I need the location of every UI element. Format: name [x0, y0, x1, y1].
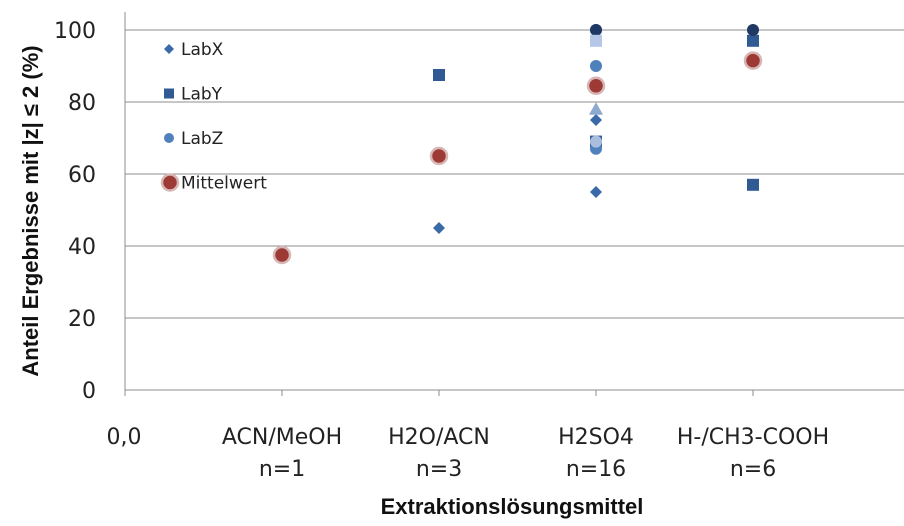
data-point [433, 222, 445, 234]
data-point [747, 34, 759, 47]
legend-marker [164, 88, 174, 99]
legend-label: LabY [181, 85, 223, 105]
axes [124, 12, 904, 396]
data-point [590, 60, 602, 72]
y-tick-labels: 0 20 40 60 80 100 [54, 19, 96, 404]
x-tick-sublabel: n=6 [730, 457, 776, 482]
legend-label: LabZ [181, 129, 223, 149]
x-tick-label: H-/CH3-COOH [677, 425, 829, 450]
legend-marker [160, 173, 180, 192]
data-point [743, 51, 763, 70]
x-tick-label: H2O/ACN [388, 425, 490, 450]
x-tick-label: ACN/MeOH [222, 425, 342, 450]
y-tick-label: 40 [68, 235, 96, 260]
data-point [272, 245, 292, 265]
data-point [590, 114, 602, 126]
data-points [272, 24, 763, 265]
data-point [747, 178, 759, 191]
y-axis-title: Anteil Ergebnisse mit |z| ≤ 2 (%) [18, 45, 43, 376]
x-axis-title: Extraktionslösungsmittel [381, 494, 644, 519]
legend-label: Mittelwert [181, 174, 267, 194]
y-tick-label: 100 [54, 19, 96, 44]
x-tick-sublabel: n=1 [259, 457, 305, 482]
x-tick-label: H2SO4 [558, 425, 634, 450]
y-tick-label: 80 [68, 91, 96, 116]
data-point [433, 69, 445, 81]
data-point [590, 186, 602, 198]
data-point [429, 146, 449, 166]
legend: LabX LabY LabZ Mittelwert [160, 40, 267, 194]
data-point [589, 102, 603, 115]
data-point [586, 76, 606, 96]
y-tick-label: 60 [68, 163, 96, 188]
data-point [747, 24, 759, 36]
data-point [590, 24, 602, 36]
data-point [590, 34, 602, 47]
legend-marker [164, 133, 174, 143]
x-origin-tick-label: 0,0 [107, 425, 142, 450]
x-tick-sublabel: n=16 [566, 457, 626, 482]
x-tick-sublabel: n=3 [416, 457, 462, 482]
x-tick-labels: ACN/MeOH n=1 H2O/ACN n=3 H2SO4 n=16 H-/CH3-COO… [222, 425, 829, 482]
data-point [590, 135, 602, 148]
legend-marker [164, 44, 174, 54]
y-tick-label: 0 [82, 379, 96, 404]
legend-label: LabX [181, 40, 224, 60]
y-tick-label: 20 [68, 307, 96, 332]
gridlines [125, 29, 904, 319]
